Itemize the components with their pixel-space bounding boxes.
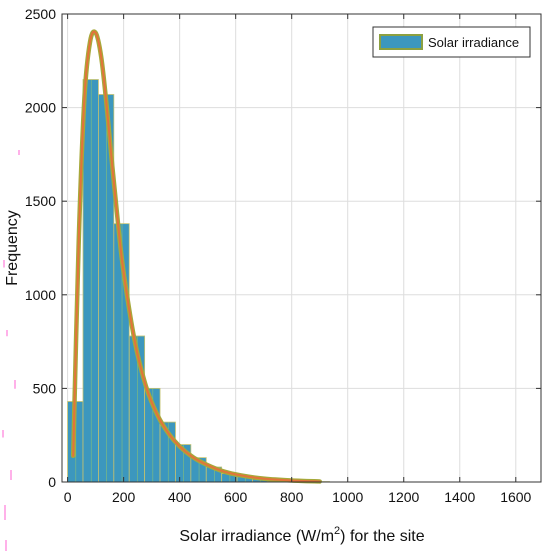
x-tick-label: 1600 bbox=[500, 489, 531, 505]
x-tick-label: 1200 bbox=[388, 489, 419, 505]
histogram-bars bbox=[67, 79, 330, 483]
fit-curve-line bbox=[72, 30, 321, 483]
fit-curve bbox=[70, 29, 322, 484]
artifact-streak bbox=[4, 505, 6, 520]
x-tick-label: 600 bbox=[224, 489, 248, 505]
histogram-bar bbox=[82, 79, 99, 483]
x-axis-title-main: Solar irradiance (W/m bbox=[179, 528, 334, 545]
y-tick-label: 2000 bbox=[25, 100, 56, 116]
x-tick-label: 1000 bbox=[332, 489, 363, 505]
legend: Solar irradiance bbox=[372, 26, 531, 58]
x-tick-label: 800 bbox=[280, 489, 304, 505]
artifact-streak bbox=[18, 150, 20, 155]
x-axis-title-superscript: 2 bbox=[334, 525, 340, 537]
background-artifacts bbox=[2, 150, 20, 551]
y-tick-label: 1000 bbox=[25, 287, 56, 303]
artifact-streak bbox=[5, 540, 7, 551]
x-tick-label: 400 bbox=[168, 489, 192, 505]
artifact-streak bbox=[10, 470, 12, 480]
axes-frame bbox=[61, 13, 542, 483]
x-axis-title: Solar irradiance (W/m2) for the site bbox=[179, 525, 424, 545]
legend-label: Solar irradiance bbox=[428, 35, 519, 50]
y-axis-title: Frequency bbox=[4, 210, 21, 286]
x-axis-title-tail: ) for the site bbox=[340, 528, 425, 545]
artifact-streak bbox=[14, 380, 16, 389]
x-tick-label: 200 bbox=[112, 489, 136, 505]
y-tick-label: 500 bbox=[33, 380, 57, 396]
artifact-streak bbox=[6, 330, 8, 337]
x-tick-label: 0 bbox=[64, 489, 72, 505]
y-tick-label: 1500 bbox=[25, 193, 56, 209]
artifact-streak bbox=[2, 430, 4, 438]
y-tick-label: 0 bbox=[48, 474, 56, 490]
tick-marks-and-labels: 0 200 400 600 800 1000 1200 1400 1600 0 500 1000 150… bbox=[25, 6, 541, 505]
artifact-streak bbox=[3, 260, 5, 268]
legend-swatch bbox=[379, 34, 423, 50]
y-tick-label: 2500 bbox=[25, 6, 56, 22]
x-tick-label: 1400 bbox=[444, 489, 475, 505]
